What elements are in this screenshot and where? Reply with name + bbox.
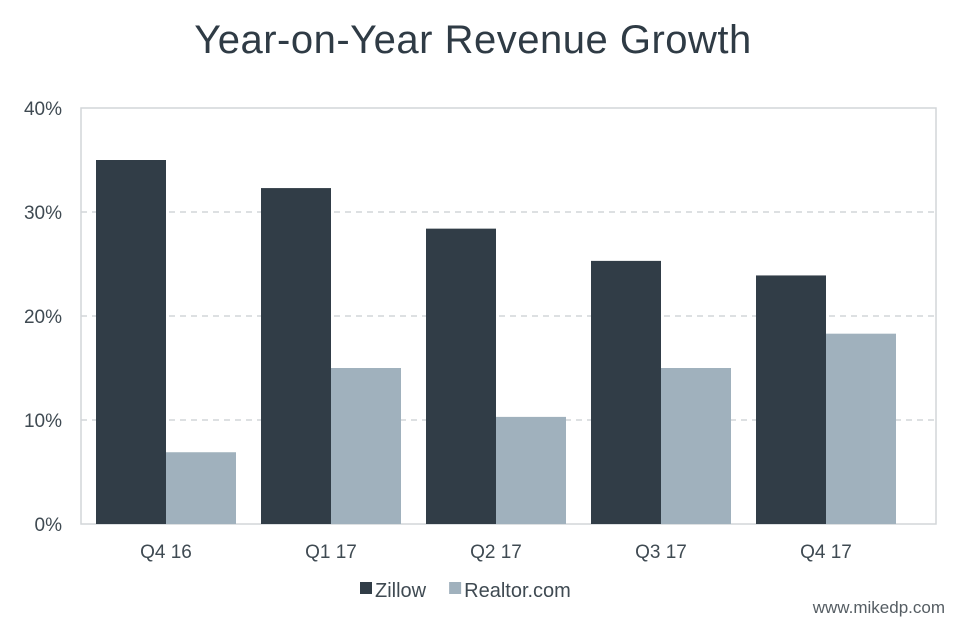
legend-swatch — [360, 582, 372, 594]
chart-title: Year-on-Year Revenue Growth — [194, 18, 752, 62]
x-tick-label: Q4 16 — [140, 542, 192, 563]
bar-zillow — [96, 160, 166, 524]
y-tick-label: 0% — [35, 515, 63, 536]
bar-zillow — [261, 188, 331, 524]
bar-zillow — [756, 275, 826, 524]
y-axis-ticks: 0% 10% 20% 30% 40% — [24, 99, 62, 536]
bar-realtor-com — [826, 333, 896, 524]
y-tick-label: 40% — [24, 99, 62, 120]
credit-text: www.mikedp.com — [812, 598, 945, 617]
x-tick-label: Q3 17 — [635, 542, 687, 563]
legend-label: Zillow — [375, 580, 427, 602]
y-tick-label: 30% — [24, 203, 62, 224]
bar-realtor-com — [331, 368, 401, 524]
x-tick-label: Q1 17 — [305, 542, 357, 563]
legend-label: Realtor.com — [464, 580, 571, 602]
bar-realtor-com — [661, 368, 731, 524]
x-tick-label: Q4 17 — [800, 542, 852, 563]
bar-zillow — [426, 228, 496, 524]
y-tick-label: 20% — [24, 307, 62, 328]
x-axis-ticks: Q4 16 Q1 17 Q2 17 Q3 17 Q4 17 — [140, 542, 852, 563]
bar-realtor-com — [496, 416, 566, 524]
legend-swatch — [449, 582, 462, 594]
bars — [96, 160, 896, 524]
x-tick-label: Q2 17 — [470, 542, 522, 563]
legend: Zillow Realtor.com — [360, 580, 571, 602]
y-tick-label: 10% — [24, 411, 62, 432]
bar-realtor-com — [166, 452, 236, 524]
bar-zillow — [591, 260, 661, 524]
